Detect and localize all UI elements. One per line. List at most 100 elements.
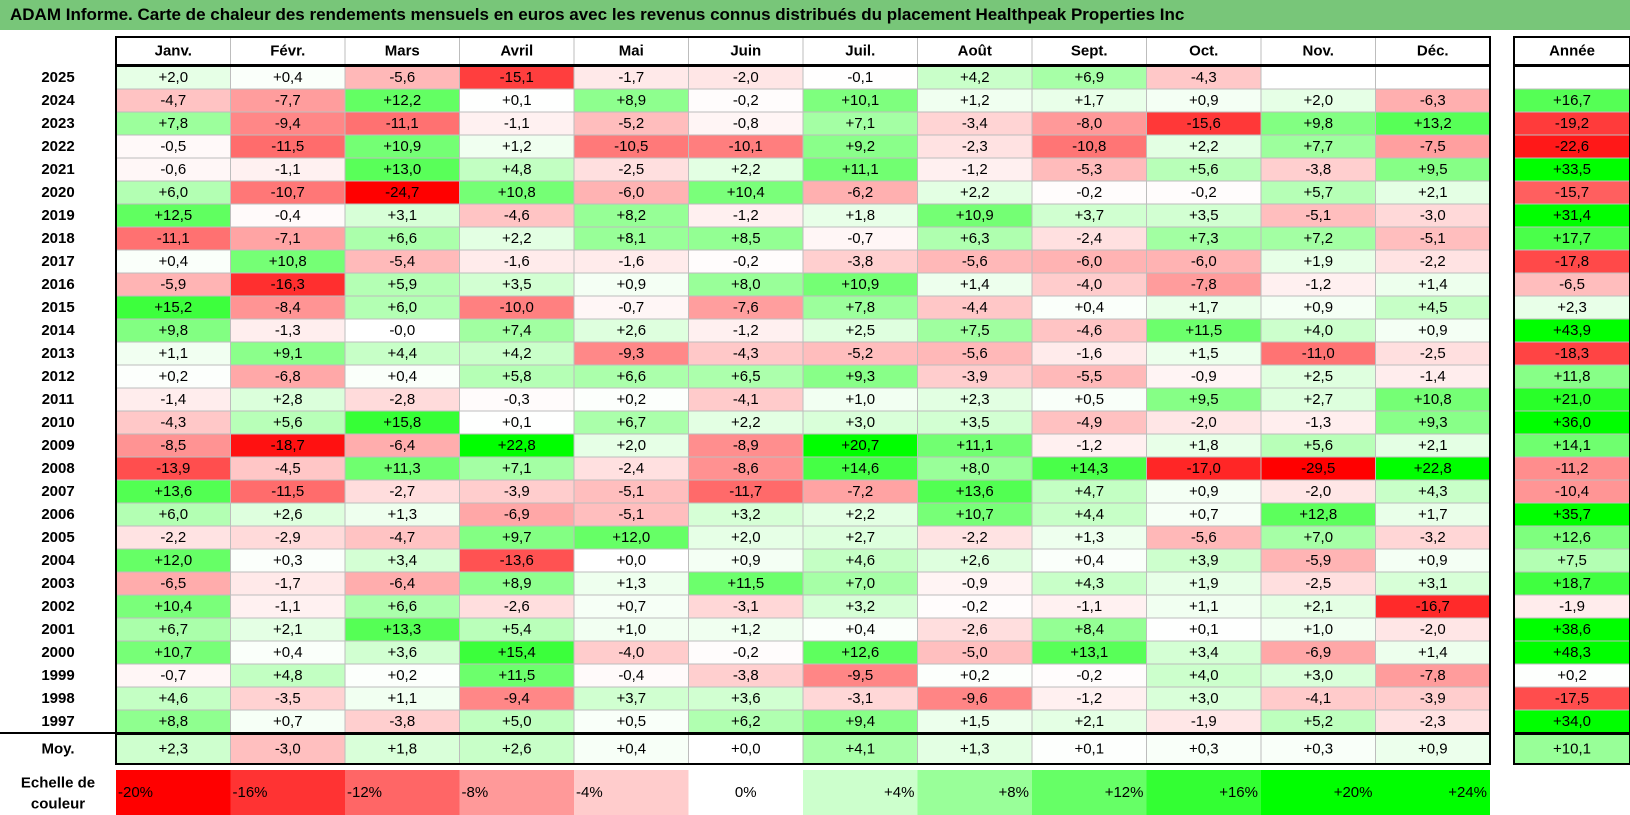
- heatmap-cell-value: -1,7: [275, 575, 301, 592]
- heatmap-cell-value: +4,5: [1418, 299, 1448, 316]
- heatmap-cell-value: +9,5: [1189, 391, 1219, 408]
- heatmap-cell-value: +5,6: [1189, 161, 1219, 178]
- average-cell-value: +2,6: [502, 741, 532, 758]
- heatmap-cell-value: +2,2: [502, 230, 532, 247]
- heatmap-cell-value: -5,6: [962, 253, 988, 270]
- annual-cell-value: +2,3: [1557, 299, 1587, 316]
- heatmap-cell-value: -10,0: [500, 299, 534, 316]
- heatmap-cell-value: +1,3: [616, 575, 646, 592]
- heatmap-cell-value: -10,8: [1072, 138, 1106, 155]
- heatmap-cell-value: +0,5: [1074, 391, 1104, 408]
- average-cell-value: -3,0: [275, 741, 301, 758]
- heatmap-cell-value: -2,8: [389, 391, 415, 408]
- heatmap-cell-value: +7,3: [1189, 230, 1219, 247]
- heatmap-cell-value: +7,1: [845, 115, 875, 132]
- heatmap-cell-value: +5,8: [502, 368, 532, 385]
- year-header-label: Année: [1549, 43, 1595, 60]
- heatmap-cell-value: -6,9: [1305, 644, 1331, 661]
- heatmap-cell-value: +0,7: [273, 713, 303, 730]
- month-header-label: Juin: [730, 43, 761, 60]
- heatmap-cell-value: +1,1: [387, 690, 417, 707]
- heatmap-cell-value: +1,3: [1074, 529, 1104, 546]
- month-header-cell: [1146, 36, 1262, 66]
- heatmap-cell-value: -4,0: [618, 644, 644, 661]
- heatmap-cell-value: +6,6: [387, 598, 417, 615]
- heatmap-cell-value: +10,7: [154, 644, 192, 661]
- heatmap-cell-value: -0,2: [733, 644, 759, 661]
- heatmap-cell-value: +1,2: [960, 92, 990, 109]
- heatmap-cell-value: -7,7: [275, 92, 301, 109]
- heatmap-cell-value: +0,9: [1418, 552, 1448, 569]
- heatmap-cell-value: -9,3: [618, 345, 644, 362]
- heatmap-cell-value: -3,8: [733, 667, 759, 684]
- heatmap-cell-value: +11,1: [956, 437, 993, 454]
- heatmap-cell-value: -0,9: [1191, 368, 1217, 385]
- heatmap-cell-value: +3,0: [1303, 667, 1333, 684]
- heatmap-cell-value: -1,4: [160, 391, 186, 408]
- heatmap-cell-value: +0,9: [1303, 299, 1333, 316]
- average-cell-value: +0,3: [1189, 741, 1219, 758]
- heatmap-cell-value: -5,1: [618, 506, 644, 523]
- heatmap-cell-value: -9,6: [962, 690, 988, 707]
- heatmap-cell-value: -0,2: [733, 253, 759, 270]
- heatmap-cell-value: -4,4: [962, 299, 988, 316]
- heatmap-cell-value: -5,6: [389, 69, 415, 86]
- heatmap-cell-value: +3,5: [502, 276, 532, 293]
- heatmap-cell-value: +1,4: [1418, 276, 1448, 293]
- heatmap-cell-value: +6,7: [158, 621, 188, 638]
- heatmap-cell-value: -1,2: [962, 161, 988, 178]
- heatmap-cell-value: -5,3: [1076, 161, 1102, 178]
- heatmap-cell-value: +20,7: [841, 437, 879, 454]
- annual-cell-value: +43,9: [1553, 322, 1591, 339]
- heatmap-cell-value: +9,8: [1303, 115, 1333, 132]
- heatmap-cell-value: +6,6: [616, 368, 646, 385]
- heatmap-cell-value: -0,5: [160, 138, 186, 155]
- heatmap-cell-value: +2,6: [273, 506, 303, 523]
- row-year-label: 2001: [41, 621, 74, 638]
- heatmap-cell-value: +1,7: [1074, 92, 1104, 109]
- heatmap-cell-value: -10,7: [271, 184, 305, 201]
- heatmap-cell-value: +1,9: [1189, 575, 1219, 592]
- heatmap-cell-value: +3,1: [387, 207, 417, 224]
- heatmap-cell-value: -6,3: [1420, 92, 1446, 109]
- heatmap-cell-value: -3,1: [847, 690, 873, 707]
- month-header-label: Déc.: [1417, 43, 1449, 60]
- heatmap-cell-value: -11,5: [271, 138, 304, 155]
- heatmap-cell-value: +10,8: [269, 253, 307, 270]
- heatmap-cell-value: +0,7: [1189, 506, 1219, 523]
- heatmap-cell-value: -11,1: [157, 230, 190, 247]
- heatmap-cell-value: +2,2: [1189, 138, 1219, 155]
- heatmap-cell-value: +2,7: [1303, 391, 1333, 408]
- heatmap-cell-value: -9,4: [275, 115, 301, 132]
- month-header-label: Mai: [619, 43, 644, 60]
- heatmap-cell-value: +0,2: [616, 391, 646, 408]
- heatmap-cell-value: +2,3: [960, 391, 990, 408]
- heatmap-cell-value: -8,9: [733, 437, 759, 454]
- color-scale-step-label: +12%: [1105, 784, 1144, 801]
- heatmap-cell-value: -11,7: [729, 483, 762, 500]
- annual-cell-value: +14,1: [1553, 437, 1591, 454]
- color-scale-step-label: -8%: [462, 784, 489, 801]
- heatmap-cell-value: -3,5: [275, 690, 301, 707]
- color-scale-label-line1: Echelle de: [21, 775, 95, 792]
- month-header-cell: [115, 36, 231, 66]
- heatmap-cell-value: -4,6: [504, 207, 530, 224]
- row-year-label: 1998: [41, 690, 74, 707]
- row-year-label: 2016: [41, 276, 74, 293]
- heatmap-cell-value: -5,6: [1191, 529, 1217, 546]
- annual-cell-value: +21,0: [1553, 391, 1591, 408]
- heatmap-cell-value: -4,5: [275, 460, 301, 477]
- heatmap-cell-value: -5,2: [847, 345, 873, 362]
- heatmap-cell-value: -0,1: [847, 69, 873, 86]
- heatmap-cell-value: +9,3: [845, 368, 875, 385]
- annual-cell-value: +18,7: [1553, 575, 1591, 592]
- heatmap-cell-value: -1,6: [618, 253, 644, 270]
- heatmap-cell-value: +12,8: [1299, 506, 1337, 523]
- heatmap-cell-value: -7,5: [1420, 138, 1446, 155]
- heatmap-cell-value: -9,5: [847, 667, 873, 684]
- heatmap-cell-value: +14,3: [1070, 460, 1108, 477]
- heatmap-cell-value: -1,1: [1076, 598, 1102, 615]
- color-scale-swatch: [345, 770, 460, 815]
- heatmap-cell-value: -5,9: [1305, 552, 1331, 569]
- color-scale-step-label: -4%: [576, 784, 603, 801]
